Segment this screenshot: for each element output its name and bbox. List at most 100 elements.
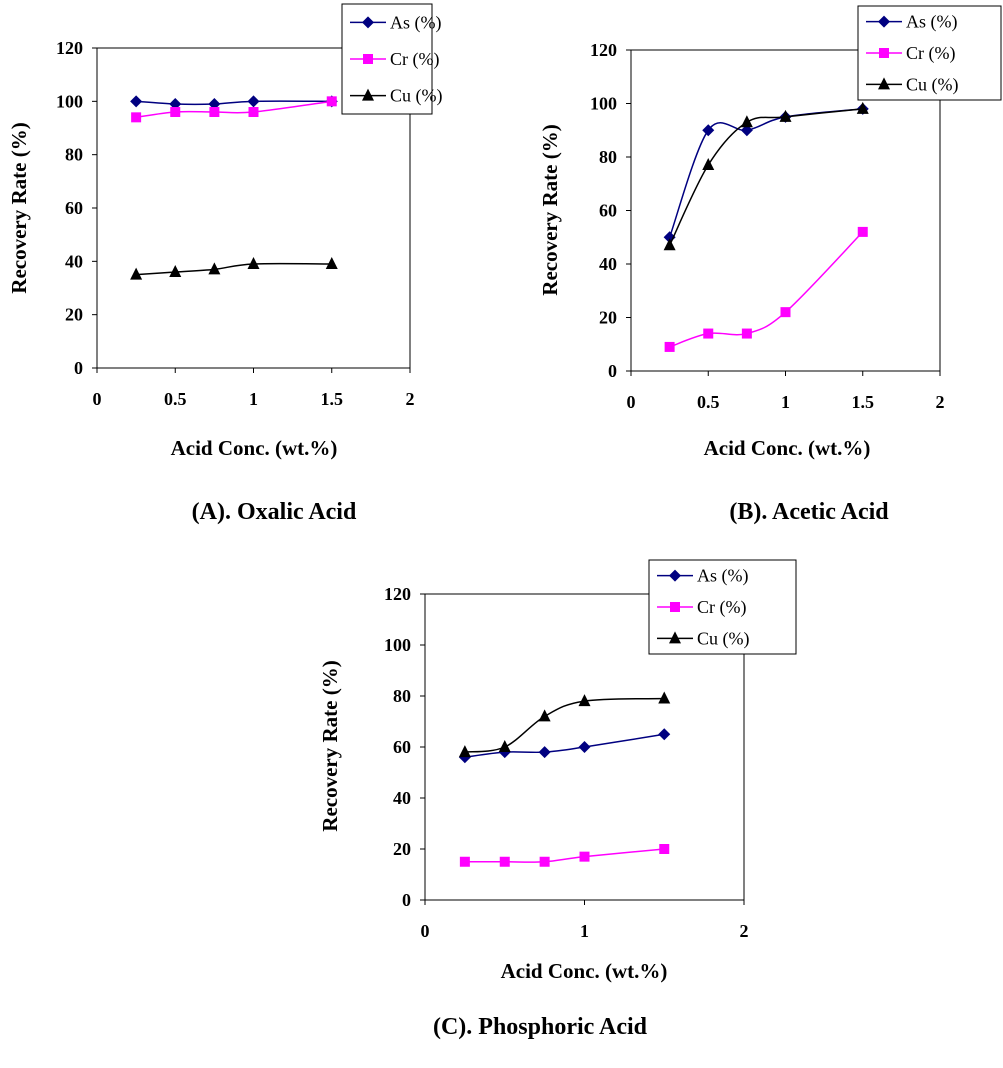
data-point bbox=[459, 856, 470, 867]
y-tick-label: 80 bbox=[599, 147, 617, 167]
data-point bbox=[578, 694, 591, 707]
x-tick-label: 2 bbox=[936, 392, 945, 412]
legend-swatch-marker bbox=[670, 602, 680, 612]
x-tick-label: 0.5 bbox=[697, 392, 720, 412]
x-tick-label: 0.5 bbox=[164, 389, 187, 409]
legend: As (%) Cr (%) Cu (%) bbox=[341, 3, 443, 115]
y-tick-label: 0 bbox=[402, 890, 411, 910]
legend-entry: Cu (%) bbox=[390, 86, 443, 107]
data-point bbox=[209, 107, 220, 117]
y-tick-label: 20 bbox=[599, 308, 617, 328]
legend-entry: As (%) bbox=[390, 12, 442, 33]
data-point bbox=[170, 107, 181, 117]
x-axis-label: Acid Conc. (wt.%) bbox=[501, 959, 668, 983]
series-cr bbox=[459, 844, 670, 867]
series-as bbox=[663, 102, 869, 244]
data-point bbox=[703, 328, 714, 339]
series-cu bbox=[458, 691, 671, 758]
y-tick-label: 40 bbox=[599, 254, 617, 274]
series-cr bbox=[664, 226, 868, 352]
series-line bbox=[464, 848, 665, 863]
data-point bbox=[539, 856, 550, 867]
legend: As (%) Cr (%) Cu (%) bbox=[857, 5, 1002, 101]
series-cu bbox=[130, 257, 338, 280]
data-point bbox=[169, 265, 182, 277]
data-point bbox=[130, 267, 143, 280]
data-point bbox=[857, 226, 868, 237]
y-tick-label: 120 bbox=[56, 38, 83, 58]
legend-swatch-marker bbox=[362, 16, 374, 29]
legend-entry: Cr (%) bbox=[906, 43, 955, 64]
y-tick-label: 100 bbox=[56, 91, 83, 111]
legend-entry: Cu (%) bbox=[906, 74, 959, 95]
data-point bbox=[247, 95, 260, 108]
series-line bbox=[668, 108, 863, 246]
data-point bbox=[247, 257, 260, 269]
chart-0: 0 20 40 60 80 100 120 0 0.5 1 1.5 2 Acid Conc. (wt.%… bbox=[7, 3, 443, 525]
y-axis-label: Recovery Rate (%) bbox=[318, 660, 342, 831]
chart-1: 0 20 40 60 80 100 120 0 0.5 1 1.5 2 Acid Conc. (wt.%… bbox=[538, 5, 1002, 525]
legend-swatch-marker bbox=[362, 88, 374, 101]
series-line bbox=[136, 100, 332, 106]
series-line bbox=[464, 697, 665, 753]
data-point bbox=[208, 262, 221, 275]
data-point bbox=[130, 95, 143, 108]
y-tick-label: 40 bbox=[65, 251, 83, 271]
chart-caption: (B). Acetic Acid bbox=[729, 499, 889, 525]
data-point bbox=[659, 844, 670, 854]
y-tick-label: 60 bbox=[65, 198, 83, 218]
data-point bbox=[779, 109, 792, 122]
data-point bbox=[498, 740, 511, 752]
y-axis-label: Recovery Rate (%) bbox=[7, 122, 31, 293]
y-tick-label: 40 bbox=[393, 788, 411, 808]
data-point bbox=[578, 741, 591, 753]
x-tick-label: 1 bbox=[249, 389, 258, 409]
series-line bbox=[136, 262, 332, 276]
legend-entry: Cu (%) bbox=[697, 628, 750, 649]
y-tick-label: 80 bbox=[65, 145, 83, 165]
data-point bbox=[538, 746, 551, 759]
series-cr bbox=[131, 96, 337, 123]
y-tick-label: 120 bbox=[384, 584, 411, 604]
y-tick-label: 80 bbox=[393, 686, 411, 706]
data-point bbox=[740, 115, 753, 128]
x-tick-label: 1.5 bbox=[321, 389, 344, 409]
series-line bbox=[669, 231, 864, 348]
data-point bbox=[780, 307, 791, 318]
series-cu bbox=[663, 101, 869, 251]
legend-swatch-marker bbox=[878, 15, 890, 28]
legend-swatch-marker bbox=[669, 631, 681, 644]
chart-caption: (C). Phosphoric Acid bbox=[433, 1014, 648, 1040]
y-tick-label: 0 bbox=[608, 361, 617, 381]
data-point bbox=[499, 856, 510, 867]
legend-entry: Cr (%) bbox=[697, 597, 746, 618]
x-tick-label: 1 bbox=[781, 392, 790, 412]
data-point bbox=[702, 124, 715, 137]
legend: As (%) Cr (%) Cu (%) bbox=[648, 559, 797, 655]
y-axis-label: Recovery Rate (%) bbox=[538, 124, 562, 295]
x-axis-label: Acid Conc. (wt.%) bbox=[171, 436, 338, 460]
data-point bbox=[248, 107, 259, 117]
data-point bbox=[702, 158, 715, 171]
data-point bbox=[579, 851, 590, 862]
series-as bbox=[458, 728, 671, 764]
y-tick-label: 60 bbox=[393, 737, 411, 757]
series-line bbox=[668, 108, 863, 238]
legend-swatch-marker bbox=[879, 48, 889, 58]
x-tick-label: 0 bbox=[627, 392, 636, 412]
x-tick-label: 1.5 bbox=[852, 392, 875, 412]
data-point bbox=[458, 745, 471, 758]
chart-caption: (A). Oxalic Acid bbox=[192, 499, 357, 525]
data-point bbox=[325, 257, 338, 269]
y-tick-label: 60 bbox=[599, 201, 617, 221]
series-line bbox=[464, 733, 665, 758]
y-tick-label: 20 bbox=[393, 839, 411, 859]
legend-entry: As (%) bbox=[906, 12, 958, 33]
y-tick-label: 100 bbox=[590, 94, 617, 114]
data-point bbox=[326, 96, 337, 107]
x-tick-label: 0 bbox=[93, 389, 102, 409]
legend-swatch-marker bbox=[363, 54, 373, 64]
y-tick-label: 120 bbox=[590, 40, 617, 60]
data-point bbox=[664, 341, 675, 352]
